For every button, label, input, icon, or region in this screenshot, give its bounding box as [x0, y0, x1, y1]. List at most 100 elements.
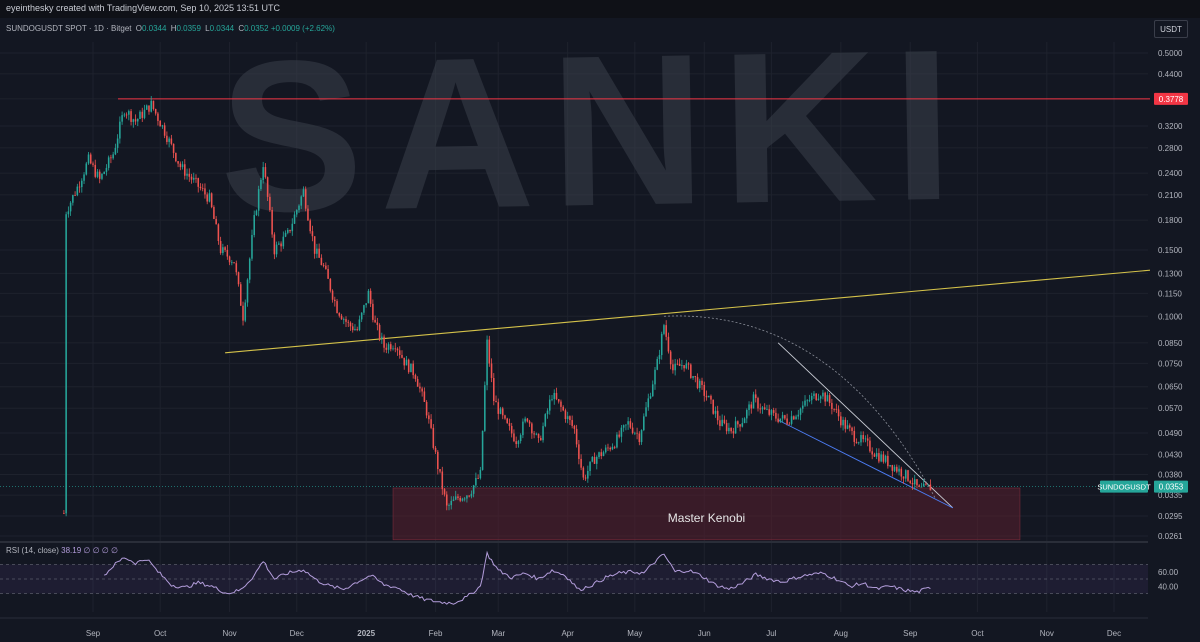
candle-body	[186, 173, 188, 176]
candle-body	[486, 339, 488, 386]
rsi-line	[104, 550, 931, 605]
candle-body	[748, 404, 750, 410]
candle-body	[622, 425, 625, 428]
candle-body	[916, 479, 918, 486]
axes-layer: 0.5000 0.4400 0.3200 0.2800 0.2400 0.2100 0.18…	[0, 38, 1200, 638]
symbol-legend[interactable]: SUNDOGUSDT SPOT · 1D · Bitget O0.0344 H0…	[6, 24, 335, 33]
candle-body	[571, 420, 573, 426]
candle-body	[860, 435, 862, 443]
candle-body	[363, 305, 365, 313]
candle-body	[515, 441, 517, 445]
candle-body	[134, 119, 137, 122]
candle-body	[302, 189, 305, 197]
price-axis-label: 0.1500	[1158, 246, 1183, 255]
candle-body	[466, 495, 468, 499]
candle-body	[761, 407, 764, 410]
watermark: SANKI	[217, 3, 970, 257]
candle-body	[336, 301, 338, 314]
candle-body	[85, 163, 88, 175]
candle-body	[190, 176, 193, 180]
candle-body	[322, 265, 325, 266]
candle-body	[342, 319, 345, 320]
candle-body	[929, 484, 932, 491]
currency-button[interactable]: USDT	[1154, 20, 1188, 38]
time-axis-label: Oct	[154, 629, 167, 638]
candle-body	[101, 173, 103, 179]
candle-body	[439, 469, 441, 472]
candle-body	[660, 333, 663, 356]
drawing-layer	[0, 98, 1157, 509]
candle-body	[566, 416, 569, 420]
candle-body	[504, 415, 506, 419]
candle-body	[683, 365, 685, 369]
price-axis-label: 0.0261	[1158, 532, 1183, 541]
candle-body	[345, 319, 347, 322]
candle-body	[488, 339, 491, 364]
candle-body	[557, 399, 560, 402]
time-axis-label: Sep	[86, 629, 101, 638]
candle-body	[139, 111, 141, 119]
candle-body	[582, 467, 585, 478]
time-axis-label: Jun	[698, 629, 711, 638]
candle-body	[450, 500, 453, 506]
time-axis-label: May	[627, 629, 642, 638]
price-axis-label: 0.0750	[1158, 359, 1183, 368]
candle-body	[804, 400, 806, 406]
rsi-legend[interactable]: RSI (14, close) 38.19 ∅ ∅ ∅ ∅	[6, 546, 118, 555]
candle-body	[358, 319, 361, 330]
candle-body	[334, 299, 336, 302]
candle-body	[231, 262, 233, 264]
candle-body	[913, 479, 916, 485]
candle-body	[524, 418, 526, 422]
candle-body	[291, 223, 294, 232]
candle-body	[826, 395, 829, 402]
candle-body	[864, 438, 867, 440]
zone-label: Master Kenobi	[668, 511, 745, 525]
candle-body	[873, 454, 876, 457]
candle-body	[584, 477, 587, 479]
candle-body	[611, 446, 614, 450]
candle-body	[564, 410, 567, 420]
candle-body	[398, 350, 401, 356]
candle-body	[385, 347, 388, 350]
candle-body	[779, 418, 782, 422]
candle-body	[725, 423, 728, 432]
candle-body	[833, 408, 835, 410]
candle-body	[87, 154, 90, 164]
candle-body	[414, 375, 417, 380]
candle-body	[540, 437, 542, 441]
candle-body	[452, 499, 455, 501]
candle-body	[808, 400, 811, 401]
candle-body	[76, 186, 79, 196]
candle-body	[65, 214, 67, 514]
candle-body	[810, 395, 813, 401]
candle-body	[475, 477, 477, 486]
candle-body	[472, 485, 475, 494]
price-axis-label: 0.0430	[1158, 450, 1183, 459]
candle-body	[282, 236, 285, 247]
candle-body	[862, 435, 865, 440]
candle-body	[674, 363, 676, 371]
candle-body	[161, 125, 164, 127]
candle-body	[766, 409, 768, 411]
candle-body	[195, 177, 197, 179]
candle-body	[842, 419, 844, 426]
candle-body	[63, 513, 65, 515]
candle-body	[445, 494, 448, 506]
candle-body	[150, 100, 152, 112]
candle-body	[390, 344, 392, 350]
candle-body	[907, 470, 909, 481]
candle-body	[96, 171, 99, 177]
candle-body	[163, 125, 166, 136]
candle-body	[768, 409, 770, 415]
candle-body	[739, 424, 741, 427]
candle-body	[625, 424, 627, 426]
candle-body	[775, 412, 777, 419]
candle-body	[145, 105, 148, 110]
candle-body	[437, 451, 439, 470]
candle-body	[508, 423, 511, 426]
symbol-badge-label: SUNDOGUSDT	[1097, 483, 1151, 492]
candle-body	[89, 154, 92, 164]
candle-body	[280, 243, 282, 247]
